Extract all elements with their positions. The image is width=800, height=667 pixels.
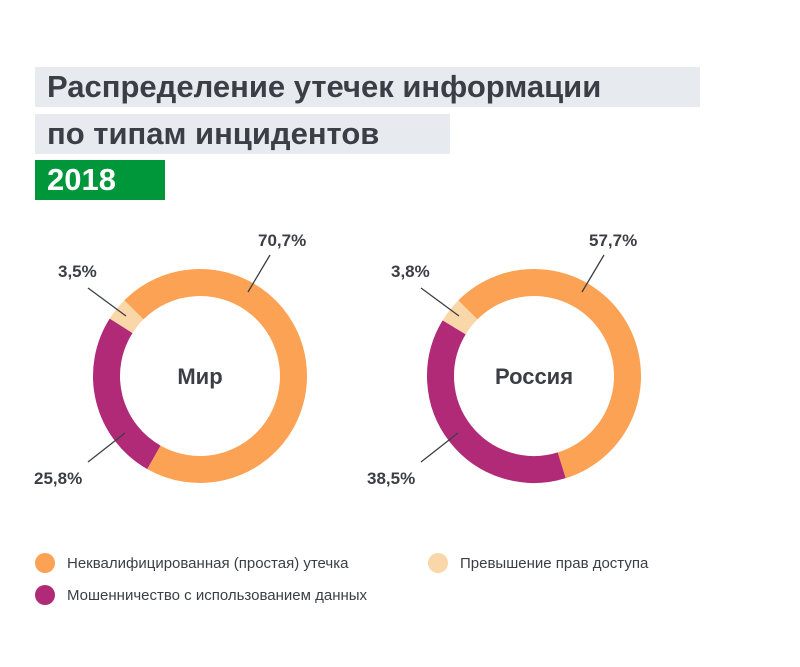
- legend-item-access: Превышение прав доступа: [428, 553, 648, 573]
- donut-title-russia: Россия: [495, 364, 573, 389]
- leader-line: [87, 287, 127, 317]
- donut-segment-russia-simple: [458, 269, 641, 479]
- legend-label: Превышение прав доступа: [460, 554, 649, 572]
- label-world-access: 3,5%: [58, 262, 97, 281]
- label-russia-fraud: 38,5%: [367, 469, 415, 488]
- leader-line: [420, 287, 460, 317]
- legend-swatch: [428, 553, 448, 573]
- label-world-fraud: 25,8%: [34, 469, 82, 488]
- donut-segment-russia-fraud: [427, 320, 566, 483]
- legend-label: Неквалифицированная (простая) утечка: [67, 554, 349, 572]
- year-badge: 2018: [35, 160, 165, 200]
- label-russia-simple: 57,7%: [589, 231, 637, 250]
- donut-segment-russia-access: [442, 300, 478, 335]
- leader-line: [87, 432, 126, 463]
- leader-line: [420, 432, 459, 463]
- donut-segment-world-access: [109, 300, 144, 334]
- leader-line: [581, 254, 605, 293]
- leader-line: [247, 254, 271, 293]
- legend-swatch: [35, 553, 55, 573]
- legend-label: Мошенничество с использованием данных: [67, 586, 368, 604]
- legend-item-fraud: Мошенничество с использованием данных: [35, 585, 367, 605]
- legend-item-simple: Неквалифицированная (простая) утечка: [35, 553, 348, 573]
- title-line-1: Распределение утечек информации: [35, 67, 700, 107]
- label-russia-access: 3,8%: [391, 262, 430, 281]
- donut-segment-world-fraud: [93, 318, 161, 470]
- title-line-2: по типам инцидентов: [35, 114, 450, 154]
- donut-title-world: Мир: [177, 364, 222, 389]
- donut-segment-world-simple: [124, 269, 307, 483]
- legend-swatch: [35, 585, 55, 605]
- label-world-simple: 70,7%: [258, 231, 306, 250]
